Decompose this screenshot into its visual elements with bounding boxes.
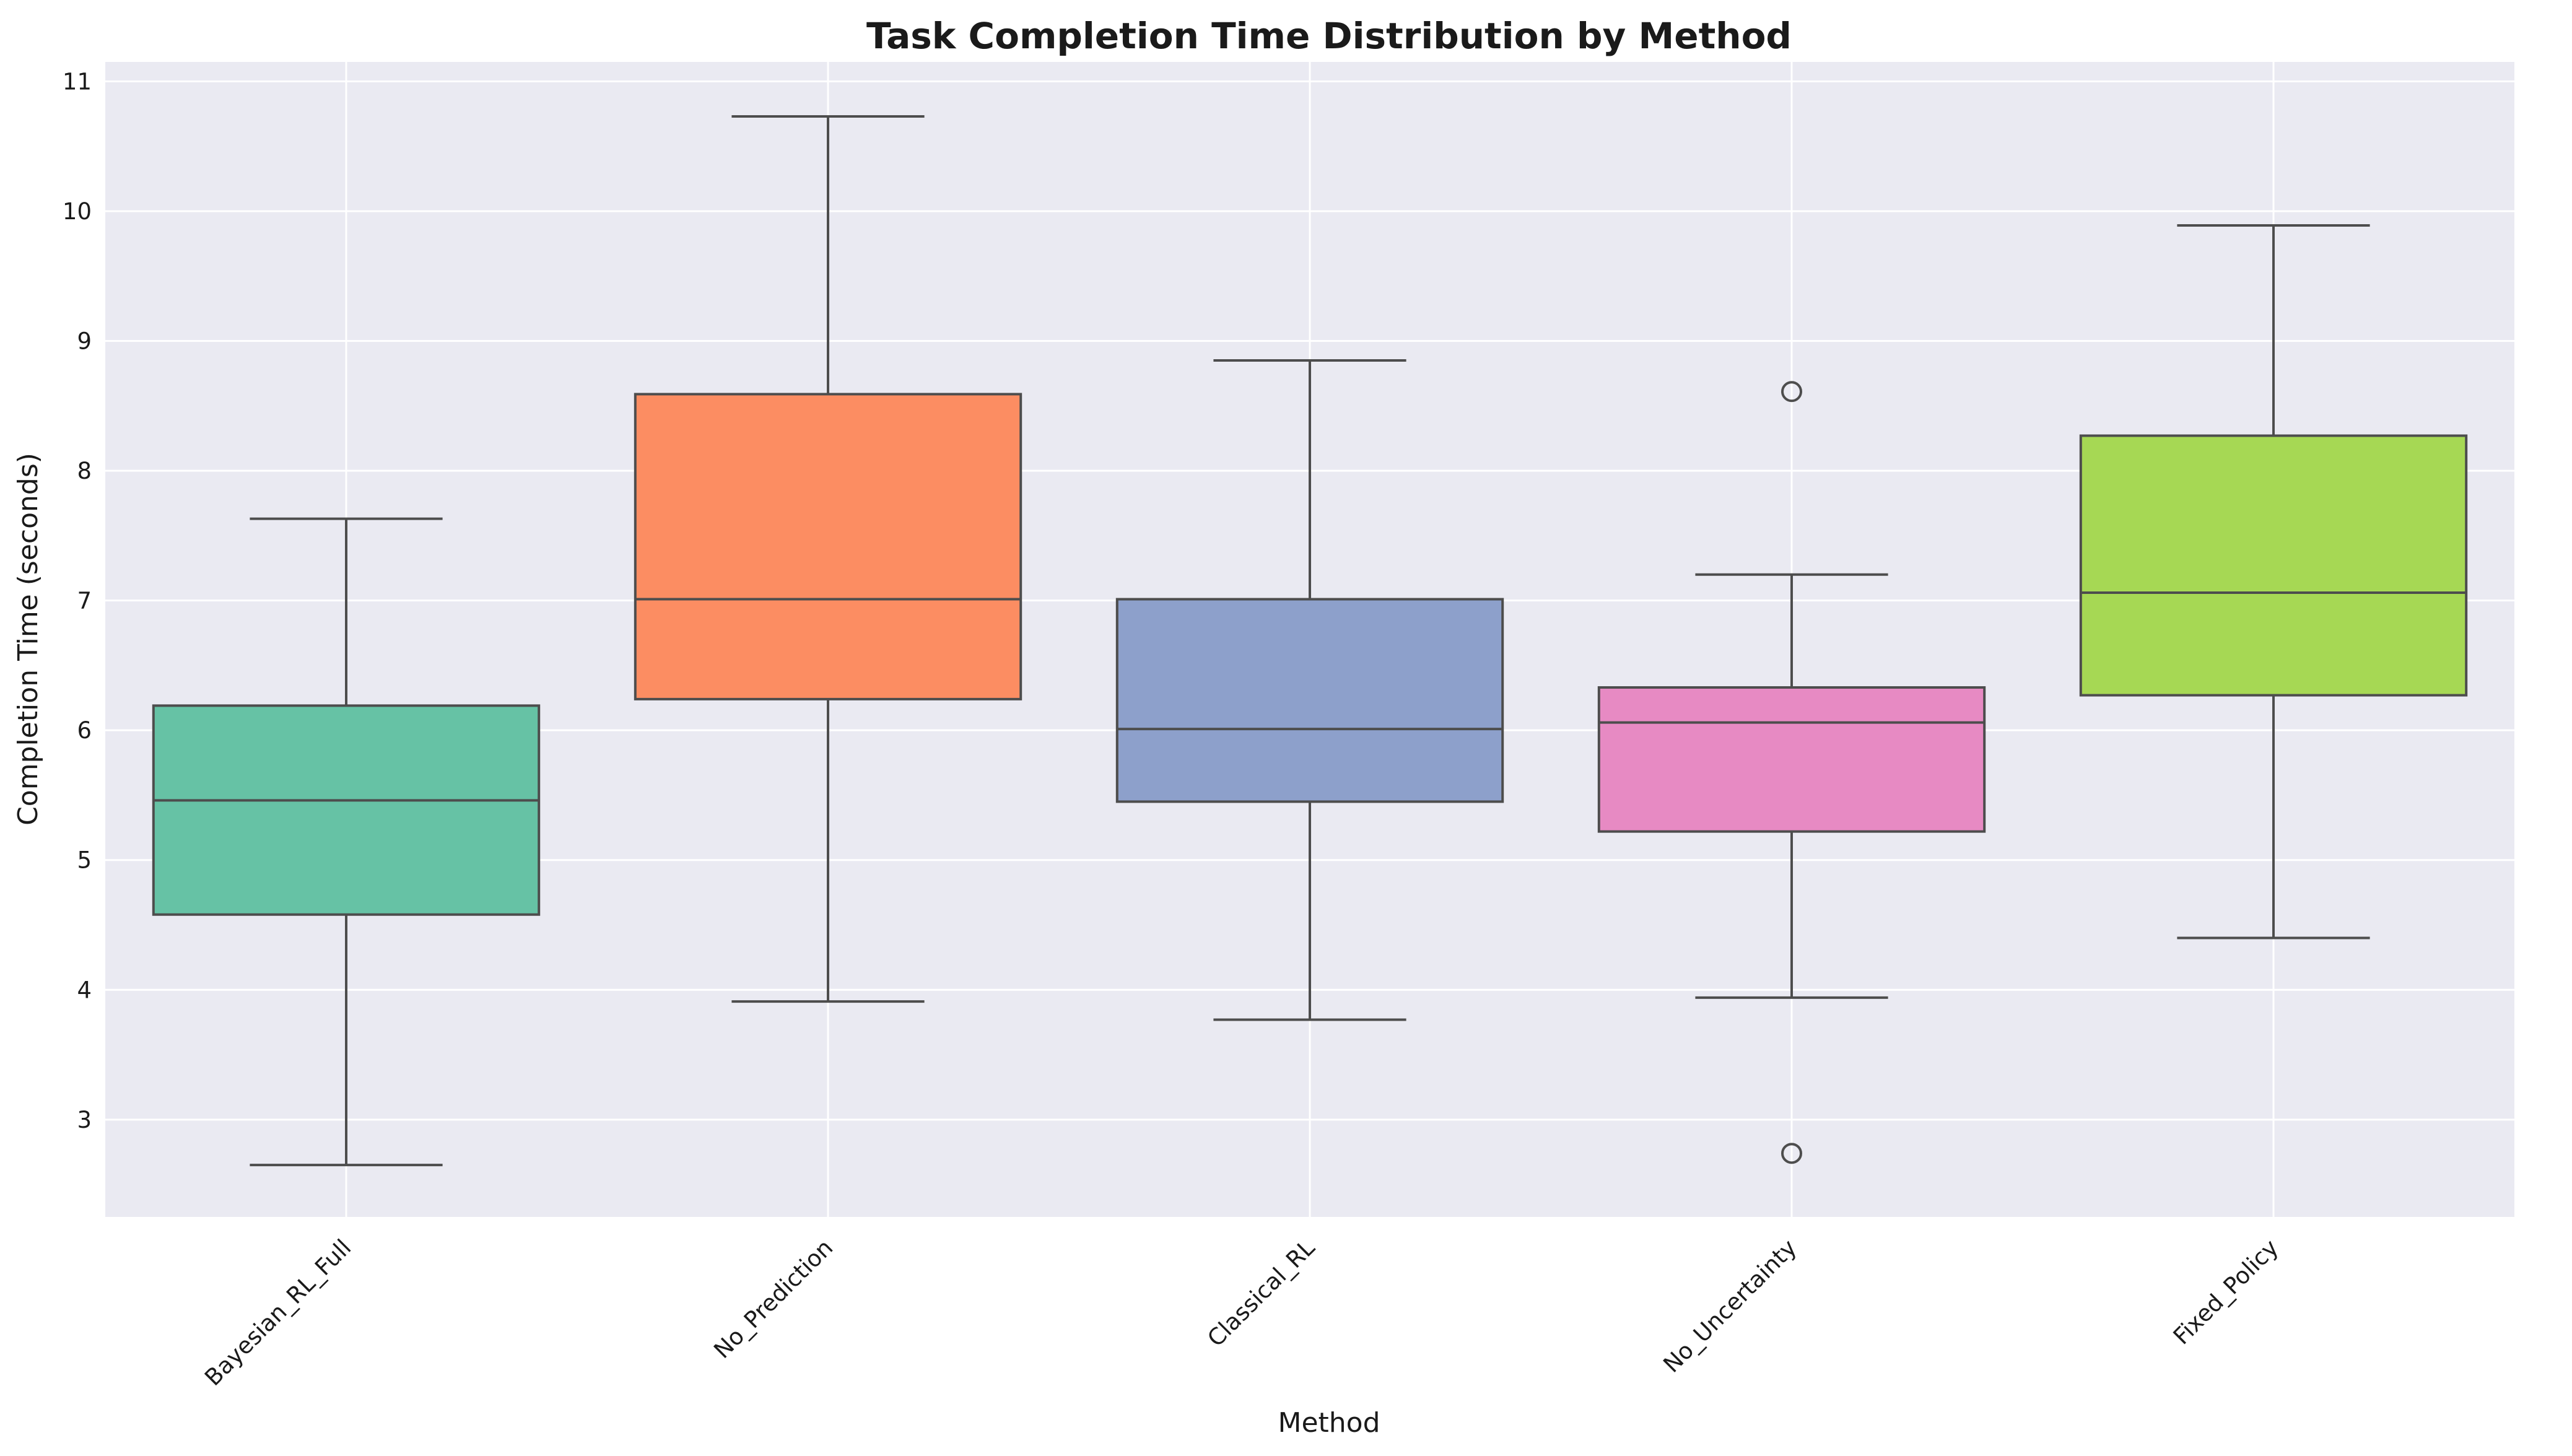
chart-title: Task Completion Time Distribution by Met… <box>866 15 1792 57</box>
x-axis-label: Method <box>1278 1407 1380 1439</box>
y-tick-label: 4 <box>77 977 92 1003</box>
x-tick-label: Bayesian_RL_Full <box>199 1234 356 1391</box>
box-no-prediction <box>634 115 1022 1003</box>
box-fixed-policy <box>2079 224 2468 939</box>
box-bayesian-rl-full <box>152 517 541 1167</box>
x-axis-ticks: Bayesian_RL_Full No_Prediction Classical_R… <box>199 1234 2283 1391</box>
boxes <box>152 115 2468 1167</box>
y-tick-label: 5 <box>77 847 92 874</box>
y-tick-label: 3 <box>77 1107 92 1133</box>
y-axis-ticks: 3 4 5 6 7 8 9 10 11 <box>63 68 92 1133</box>
iqr-box <box>1597 686 1986 833</box>
y-axis-label: Completion Time (seconds) <box>12 453 44 826</box>
x-tick-label: Fixed_Policy <box>2168 1234 2284 1350</box>
y-tick-label: 11 <box>63 68 92 95</box>
iqr-box <box>1115 598 1504 803</box>
box-classical-rl <box>1115 359 1504 1021</box>
box-no-uncertainty <box>1597 381 1986 1164</box>
y-tick-label: 7 <box>77 588 92 614</box>
iqr-box <box>2079 434 2468 697</box>
x-tick-label: Classical_RL <box>1202 1234 1320 1352</box>
iqr-box <box>152 704 541 916</box>
iqr-box <box>634 393 1022 700</box>
outlier-point <box>1781 1143 1802 1164</box>
y-tick-label: 9 <box>77 328 92 355</box>
outlier-point <box>1781 381 1802 403</box>
x-tick-label: No_Prediction <box>708 1234 838 1364</box>
y-tick-label: 10 <box>63 198 92 225</box>
y-tick-label: 6 <box>77 717 92 744</box>
y-tick-label: 8 <box>77 458 92 484</box>
x-tick-label: No_Uncertainty <box>1658 1234 1802 1378</box>
